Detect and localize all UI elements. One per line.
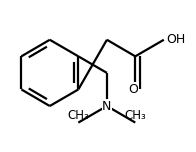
Text: O: O [128,83,138,96]
Text: CH₃: CH₃ [67,109,89,122]
Text: OH: OH [166,33,185,46]
Text: CH₃: CH₃ [124,109,146,122]
Text: N: N [102,100,112,112]
